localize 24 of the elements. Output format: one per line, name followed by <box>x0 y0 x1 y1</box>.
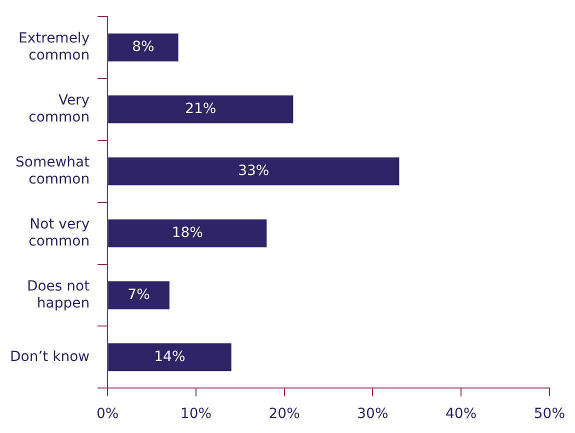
y-tick-label: Extremely common <box>18 30 90 64</box>
bar <box>108 281 170 310</box>
x-tick-label: 10% <box>180 406 212 422</box>
data-label: 21% <box>185 100 216 117</box>
y-tick-label: Somewhat common <box>15 154 90 188</box>
x-tick-label: 20% <box>268 406 300 422</box>
bar <box>108 33 178 62</box>
bar <box>108 219 267 248</box>
x-tick-label: 40% <box>446 406 477 422</box>
data-label: 8% <box>132 39 154 56</box>
bar <box>108 95 294 124</box>
data-label: 14% <box>154 348 186 365</box>
y-tick-label: Don’t know <box>10 348 90 365</box>
x-tick-label: 0% <box>96 406 119 422</box>
y-tick-label: Not very common <box>28 216 90 250</box>
x-tick-label: 30% <box>357 406 388 422</box>
data-label: 18% <box>172 224 203 241</box>
x-tick-label: 50% <box>534 406 566 422</box>
y-tick-label: Does not happen <box>26 278 90 312</box>
data-label: 33% <box>238 162 270 179</box>
bar <box>108 343 232 372</box>
y-tick-label: Very common <box>28 92 90 126</box>
data-label: 7% <box>128 286 150 303</box>
bar <box>108 157 400 186</box>
